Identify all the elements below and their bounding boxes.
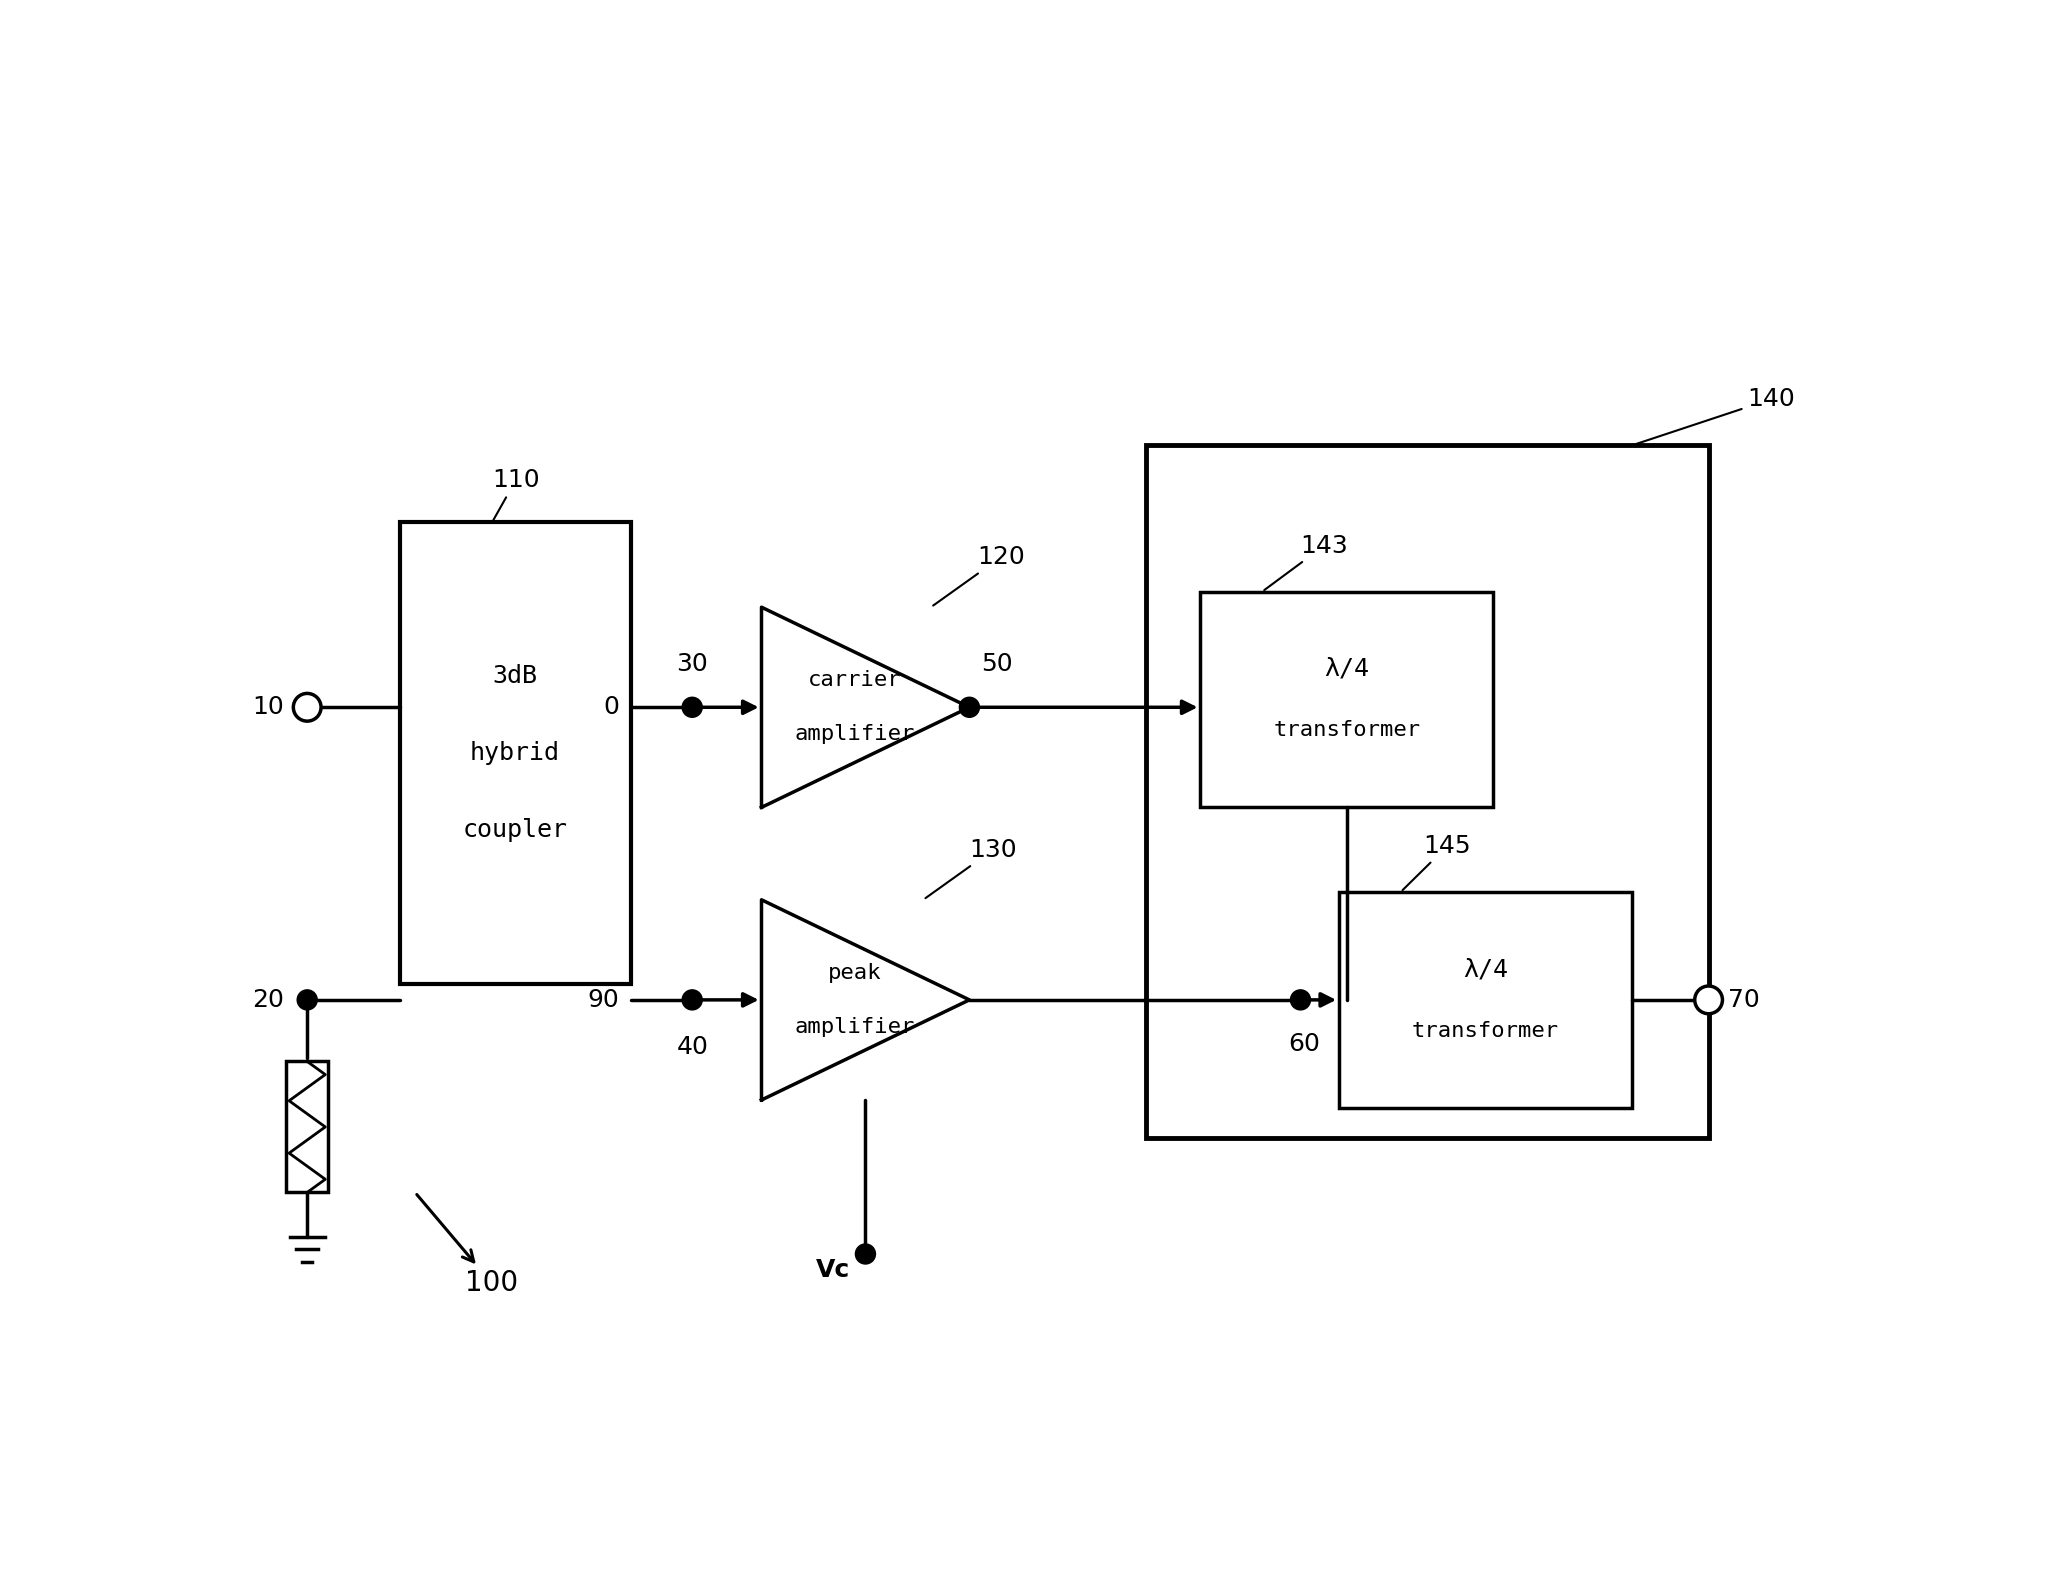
- Text: 90: 90: [587, 987, 618, 1012]
- Text: hybrid: hybrid: [471, 742, 561, 766]
- Text: 70: 70: [1728, 987, 1760, 1012]
- Text: amplifier: amplifier: [794, 1017, 915, 1036]
- Bar: [287, 1062, 328, 1193]
- Circle shape: [682, 698, 702, 717]
- Bar: [1146, 446, 1709, 1139]
- Text: 3dB: 3dB: [493, 664, 538, 688]
- Circle shape: [682, 990, 702, 1009]
- Text: carrier: carrier: [809, 671, 903, 690]
- Text: 120: 120: [933, 546, 1026, 606]
- Text: transformer: transformer: [1273, 720, 1421, 740]
- Text: peak: peak: [829, 963, 882, 982]
- Text: 143: 143: [1265, 533, 1349, 590]
- Text: 100: 100: [418, 1194, 518, 1297]
- Bar: [399, 522, 630, 984]
- Text: 30: 30: [676, 652, 708, 677]
- Text: 145: 145: [1402, 834, 1472, 891]
- Text: 40: 40: [676, 1035, 708, 1058]
- Text: 130: 130: [925, 838, 1017, 899]
- Circle shape: [1290, 990, 1310, 1009]
- Text: 60: 60: [1288, 1031, 1320, 1057]
- Polygon shape: [761, 607, 970, 807]
- Circle shape: [297, 990, 317, 1009]
- Text: coupler: coupler: [463, 818, 567, 843]
- Circle shape: [856, 1243, 876, 1264]
- Bar: [1339, 892, 1631, 1107]
- Text: amplifier: amplifier: [794, 725, 915, 744]
- Circle shape: [293, 693, 321, 721]
- Text: Vc: Vc: [817, 1258, 850, 1281]
- Text: λ/4: λ/4: [1324, 657, 1369, 680]
- Text: transformer: transformer: [1412, 1020, 1560, 1041]
- Circle shape: [1695, 986, 1722, 1014]
- Text: 20: 20: [252, 987, 285, 1012]
- Text: 140: 140: [1634, 388, 1795, 445]
- Text: 0: 0: [604, 694, 618, 720]
- Circle shape: [960, 698, 978, 717]
- Text: λ/4: λ/4: [1464, 957, 1509, 981]
- Text: 50: 50: [981, 652, 1013, 677]
- Text: 110: 110: [491, 468, 540, 520]
- Bar: [1200, 592, 1492, 807]
- Text: 10: 10: [252, 694, 285, 720]
- Polygon shape: [761, 900, 970, 1099]
